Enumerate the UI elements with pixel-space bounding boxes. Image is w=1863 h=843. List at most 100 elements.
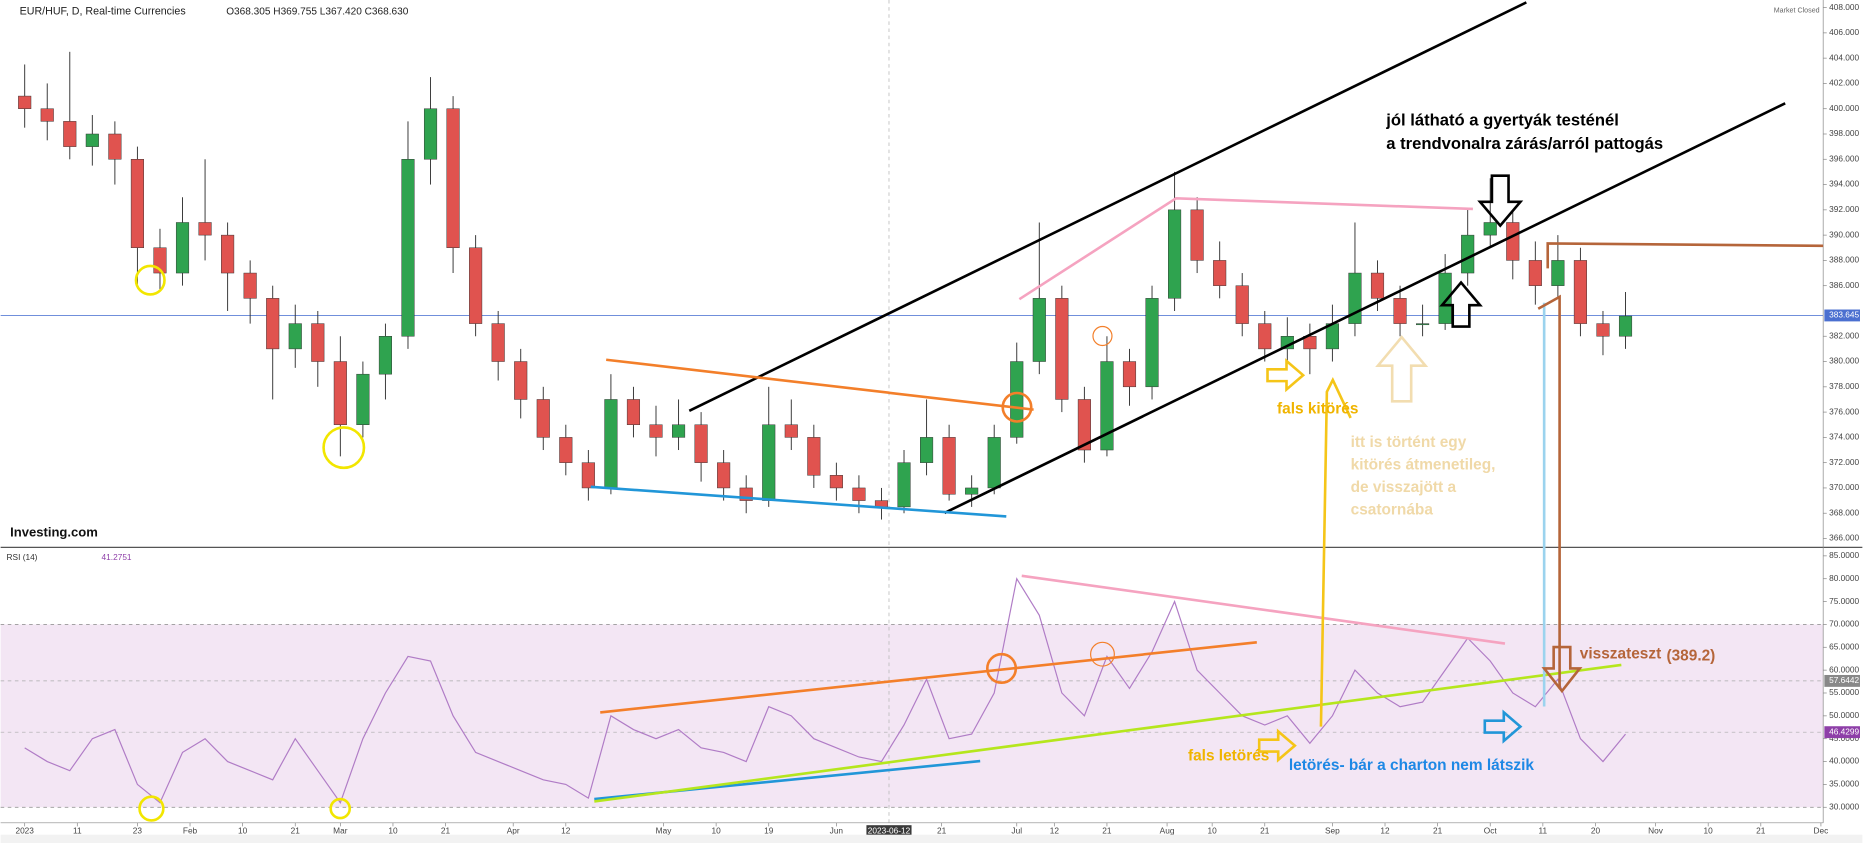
candle-body: [333, 361, 347, 425]
arrow: [1439, 280, 1483, 328]
x-tick-label: 19: [764, 825, 774, 835]
peak-line: [1018, 196, 1473, 301]
y-tick-label: 75.0000: [1829, 596, 1859, 606]
candle-body: [1573, 260, 1587, 324]
plot: [18, 51, 1633, 804]
candle-body: [1438, 272, 1452, 324]
rsi-band: [0, 624, 1824, 808]
y-tick-label: 40.0000: [1829, 756, 1859, 766]
y-tick-label: 382.000: [1829, 330, 1859, 340]
candle-body: [1551, 260, 1565, 286]
y-tick-label: 390.000: [1829, 229, 1859, 239]
y-tick-label: 400.000: [1829, 103, 1859, 113]
x-tick-label: 12: [1050, 825, 1060, 835]
x-tick-label: Oct: [1484, 825, 1498, 835]
candle-body: [1393, 298, 1407, 324]
candle-body: [1416, 323, 1430, 326]
y-tick-label: 396.000: [1829, 153, 1859, 163]
x-tick-label: 23: [133, 825, 143, 835]
annotation: fals letörés: [1188, 747, 1269, 764]
low-circle: [322, 426, 366, 470]
drawings: [134, 1, 1824, 822]
candle-body: [987, 437, 1001, 489]
candle-body: [965, 487, 979, 495]
rsi-title: RSI (14): [7, 552, 38, 562]
candle-body: [807, 437, 821, 476]
candle-body: [559, 437, 573, 463]
link-line: [1319, 376, 1352, 727]
y-tick-label: 370.000: [1829, 482, 1859, 492]
candle-body: [1190, 209, 1204, 261]
y-tick-label: 60.0000: [1829, 664, 1859, 674]
candle-body: [175, 222, 190, 274]
y-tick-label: 30.0000: [1829, 801, 1859, 811]
rsi-circle: [985, 652, 1018, 685]
candle-body: [784, 424, 798, 438]
candle-body: [1100, 361, 1114, 451]
y-tick-label: 404.000: [1829, 52, 1859, 62]
y-tick-label: 70.0000: [1829, 619, 1859, 629]
resistance-line: [606, 358, 1034, 411]
y-tick-label: 402.000: [1829, 78, 1859, 88]
candle-body: [1506, 222, 1520, 261]
rsi-level-box: [1824, 674, 1860, 687]
candle-body: [1145, 298, 1159, 388]
candle-body: [762, 424, 776, 501]
candle-body: [446, 108, 460, 249]
x-tick-label: 12: [561, 825, 571, 835]
annotation: fals kitörés: [1277, 401, 1358, 418]
candle-body: [1122, 361, 1137, 388]
candle-body: [1258, 323, 1272, 350]
candle-body: [423, 108, 438, 160]
candle-body: [491, 323, 505, 362]
candle-body: [1055, 298, 1069, 400]
rsi-resistance: [1021, 574, 1506, 645]
x-tick-label: 21: [1102, 825, 1112, 835]
candle-body: [920, 437, 934, 463]
channel-upper: [688, 1, 1527, 412]
link-line: [1537, 294, 1561, 689]
arrow: [1266, 358, 1306, 393]
candle-body: [378, 336, 392, 375]
arrow: [1257, 728, 1297, 763]
x-tick-label: 10: [238, 825, 248, 835]
retest-line: [1546, 242, 1824, 269]
annotation: de visszajött a: [1351, 479, 1457, 496]
x-tick-label: 21: [1260, 825, 1270, 835]
candle-body: [1032, 298, 1046, 362]
candle-body: [1618, 315, 1633, 337]
y-tick-label: 380.000: [1829, 356, 1859, 366]
candle-body: [130, 159, 144, 249]
candle-body: [469, 247, 483, 324]
y-tick-label: 408.000: [1829, 2, 1859, 12]
candle-body: [1077, 399, 1091, 451]
candle-body: [536, 399, 550, 438]
candle-body: [40, 108, 54, 122]
candle-body: [1168, 209, 1182, 299]
circle: [1092, 325, 1113, 347]
crosshair-label-box: [866, 825, 912, 838]
candle-body: [649, 424, 663, 438]
x-tick-label: May: [656, 825, 673, 835]
candle-body: [288, 323, 302, 350]
candle-body: [626, 399, 641, 425]
candle-body: [243, 272, 257, 299]
rsi-line: [24, 577, 1626, 804]
x-tick-label: 21: [1756, 825, 1766, 835]
candle-body: [581, 462, 595, 489]
x-tick-label: Aug: [1160, 825, 1175, 835]
candle-body: [1010, 361, 1024, 438]
crosshair-label: 2023-06-12: [868, 825, 911, 835]
x-tick-label: 12: [1380, 825, 1390, 835]
y-tick-label: 85.0000: [1829, 550, 1859, 560]
candle-body: [108, 133, 122, 160]
candle-body: [897, 462, 911, 508]
y-tick-label: 35.0000: [1829, 779, 1859, 789]
y-tick-label: 388.000: [1829, 255, 1859, 265]
low-circle: [138, 795, 165, 822]
candle-body: [1483, 222, 1497, 236]
y-tick-label: 368.000: [1829, 507, 1859, 517]
low-circle: [329, 797, 352, 820]
